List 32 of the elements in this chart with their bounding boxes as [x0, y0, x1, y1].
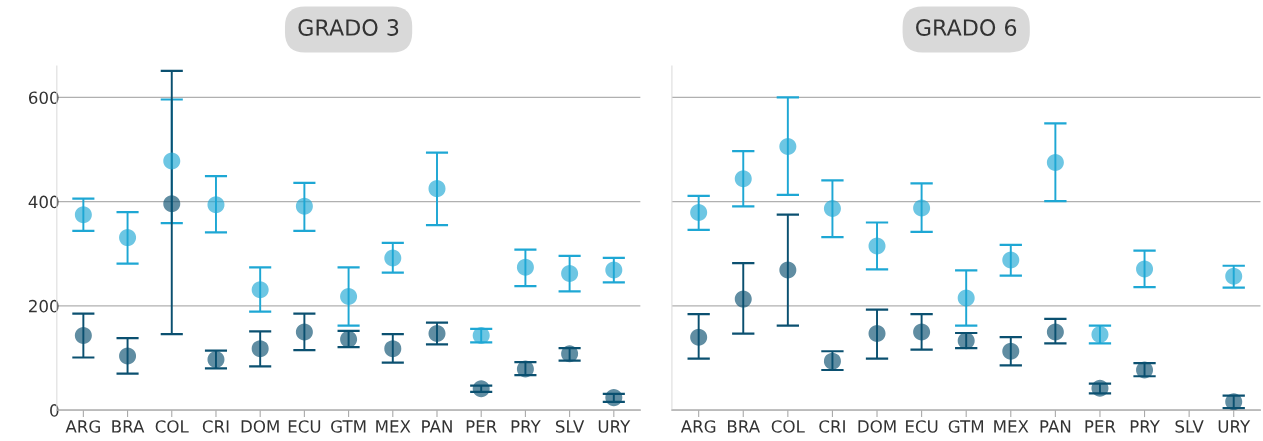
- chart-title: GRADO 3: [298, 19, 399, 36]
- x-tick-label: GTM: [948, 420, 983, 433]
- chart-title: GRADO 6: [916, 19, 1017, 36]
- x-tick-label: CRI: [202, 420, 229, 433]
- x-tick-label: ARG: [680, 420, 716, 433]
- x-tick-label: DOM: [241, 420, 279, 433]
- y-tick-label: 600: [28, 91, 59, 104]
- x-tick-label: ARG: [65, 420, 100, 433]
- x-tick-label: URY: [598, 420, 631, 433]
- y-tick-label: 0: [50, 404, 59, 417]
- x-tick-label: PRY: [511, 420, 541, 433]
- x-tick-label: PER: [466, 420, 497, 433]
- x-tick-label: MEX: [994, 420, 1029, 433]
- y-tick-label: 200: [29, 299, 59, 313]
- x-tick-label: PAN: [422, 420, 452, 433]
- x-tick-label: PER: [1085, 420, 1116, 433]
- x-tick-label: SLV: [555, 420, 585, 433]
- x-tick-label: BRA: [728, 420, 760, 433]
- x-tick-label: BRA: [112, 420, 145, 433]
- x-tick-label: ECU: [906, 420, 938, 433]
- x-tick-label: CRI: [819, 420, 845, 433]
- x-tick-label: MEX: [376, 420, 411, 433]
- x-tick-label: PRY: [1130, 420, 1160, 433]
- x-tick-label: PAN: [1040, 420, 1071, 433]
- x-tick-label: URY: [1218, 420, 1251, 433]
- x-tick-label: COL: [771, 420, 805, 433]
- x-tick-label: SLV: [1175, 420, 1204, 433]
- x-tick-label: COL: [155, 420, 189, 433]
- x-tick-label: ECU: [288, 420, 321, 433]
- x-tick-label: GTM: [331, 420, 366, 433]
- x-tick-label: DOM: [858, 420, 896, 433]
- y-tick-label: 400: [28, 195, 59, 209]
